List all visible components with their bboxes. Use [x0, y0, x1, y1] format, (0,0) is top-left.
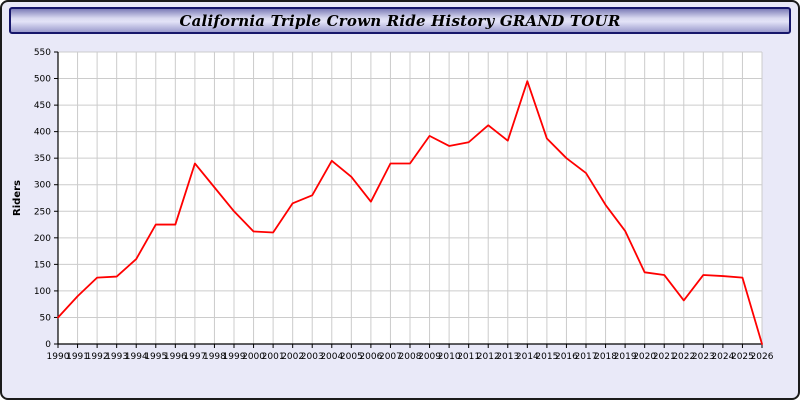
- svg-text:2022: 2022: [672, 352, 695, 362]
- svg-text:2026: 2026: [751, 352, 774, 362]
- svg-text:250: 250: [34, 207, 51, 217]
- svg-text:2017: 2017: [575, 352, 598, 362]
- riders-series-line: [57, 80, 763, 345]
- svg-text:2008: 2008: [399, 352, 422, 362]
- svg-text:350: 350: [34, 154, 51, 164]
- svg-text:1996: 1996: [164, 352, 187, 362]
- svg-text:2014: 2014: [516, 352, 539, 362]
- svg-text:2013: 2013: [496, 352, 519, 362]
- svg-text:1998: 1998: [203, 352, 226, 362]
- svg-text:2012: 2012: [477, 352, 500, 362]
- svg-text:2011: 2011: [457, 352, 480, 362]
- svg-text:1994: 1994: [125, 352, 148, 362]
- svg-text:2000: 2000: [242, 352, 265, 362]
- svg-text:2006: 2006: [359, 352, 382, 362]
- svg-text:1990: 1990: [47, 352, 70, 362]
- x-axis-ticks: 1990199119921993199419951996199719981999…: [47, 344, 774, 362]
- svg-text:2002: 2002: [281, 352, 304, 362]
- svg-text:2001: 2001: [262, 352, 285, 362]
- svg-text:2004: 2004: [320, 352, 343, 362]
- line-chart: 0 50 100 150 200 250 300 350 400 450 500 550 1990 199…: [6, 40, 794, 396]
- svg-text:300: 300: [34, 181, 51, 191]
- svg-text:400: 400: [34, 128, 51, 138]
- svg-text:100: 100: [34, 287, 51, 297]
- svg-text:500: 500: [34, 75, 51, 85]
- svg-text:2007: 2007: [379, 352, 402, 362]
- svg-text:1999: 1999: [223, 352, 246, 362]
- svg-text:2020: 2020: [633, 352, 656, 362]
- svg-text:2005: 2005: [340, 352, 363, 362]
- title-bar: California Triple Crown Ride History GRA…: [9, 7, 791, 34]
- svg-text:450: 450: [34, 101, 51, 111]
- svg-text:2010: 2010: [438, 352, 461, 362]
- svg-text:1997: 1997: [183, 352, 206, 362]
- svg-text:0: 0: [45, 340, 51, 350]
- y-axis-title: Riders: [12, 180, 23, 216]
- svg-text:50: 50: [40, 313, 52, 323]
- svg-text:550: 550: [34, 48, 51, 58]
- axes: [57, 52, 762, 345]
- svg-text:1992: 1992: [86, 352, 109, 362]
- chart-svg: 0501001502002503003504004505005501990199…: [12, 48, 774, 362]
- svg-text:1991: 1991: [66, 352, 89, 362]
- y-axis-ticks: 0 50 100 150 200 250 300 350 400 450 500 550: [34, 48, 58, 350]
- svg-text:2018: 2018: [594, 352, 617, 362]
- svg-text:2023: 2023: [692, 352, 715, 362]
- svg-text:200: 200: [34, 234, 51, 244]
- svg-text:2021: 2021: [653, 352, 676, 362]
- svg-text:2009: 2009: [418, 352, 441, 362]
- chart-panel: 0 50 100 150 200 250 300 350 400 450 500 550 1990 199…: [6, 40, 794, 396]
- svg-text:150: 150: [34, 260, 51, 270]
- gridlines: [57, 51, 763, 345]
- svg-text:2016: 2016: [555, 352, 578, 362]
- svg-text:2019: 2019: [614, 352, 637, 362]
- svg-text:2025: 2025: [731, 352, 754, 362]
- svg-text:2015: 2015: [535, 352, 558, 362]
- svg-text:1995: 1995: [144, 352, 167, 362]
- page-title: California Triple Crown Ride History GRA…: [179, 11, 621, 30]
- svg-text:2003: 2003: [301, 352, 324, 362]
- svg-text:2024: 2024: [711, 352, 734, 362]
- svg-text:1993: 1993: [105, 352, 128, 362]
